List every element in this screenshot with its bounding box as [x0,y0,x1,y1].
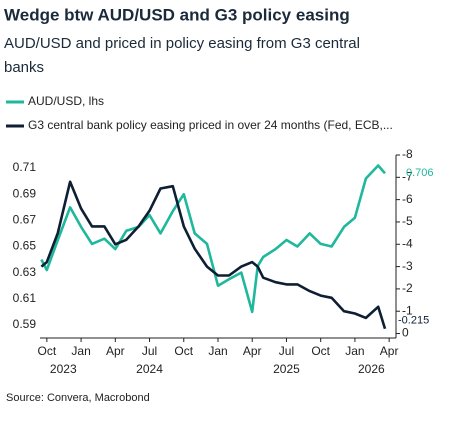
x-tick-label: Jul [279,344,294,358]
chart-subtitle: banks [4,59,44,76]
y-tick-label: 0.59 [13,317,37,331]
series-line [40,164,386,314]
y2-tick-label: 0 [402,326,409,340]
x-tick-label: Oct [174,344,193,358]
y-tick-label: 0.63 [13,265,37,279]
x-tick-label: Jul [142,344,157,358]
x-tick-label: Oct [311,344,330,358]
y2-tick-label: -7 [402,169,413,183]
x-tick-label: Oct [38,344,57,358]
y2-tick-label: -6 [402,192,413,206]
y-tick-label: 0.71 [13,160,37,174]
y2-tick-label: -8 [402,147,413,161]
x-year-label: 2025 [273,362,300,376]
series-line [40,180,387,330]
x-tick-label: Apr [380,344,399,358]
y2-tick-label: -1 [402,303,413,317]
y-tick-label: 0.61 [13,291,37,305]
legend-label: AUD/USD, lhs [28,94,104,108]
chart-title: Wedge btw AUD/USD and G3 policy easing [4,5,350,24]
y2-tick-label: -2 [402,281,413,295]
x-year-label: 2024 [136,362,163,376]
y-tick-label: 0.67 [13,213,37,227]
x-year-label: 2023 [50,362,77,376]
legend-label: G3 central bank policy easing priced in … [28,118,393,132]
x-tick-label: Apr [243,344,262,358]
y-tick-label: 0.65 [13,239,37,253]
chart-subtitle: AUD/USD and priced in policy easing from… [4,35,360,52]
y-tick-label: 0.69 [13,186,37,200]
x-year-label: 2026 [358,362,385,376]
end-value-label: -0.215 [398,315,429,327]
x-tick-label: Jan [208,344,227,358]
y2-tick-label: -5 [402,214,413,228]
source: Source: Convera, Macrobond [6,392,150,404]
y2-tick-label: -3 [402,259,413,273]
y2-tick-label: -4 [402,236,413,250]
end-value-label: 0.706 [406,167,434,179]
x-tick-label: Jan [345,344,364,358]
x-tick-label: Jan [71,344,90,358]
x-tick-label: Apr [106,344,125,358]
